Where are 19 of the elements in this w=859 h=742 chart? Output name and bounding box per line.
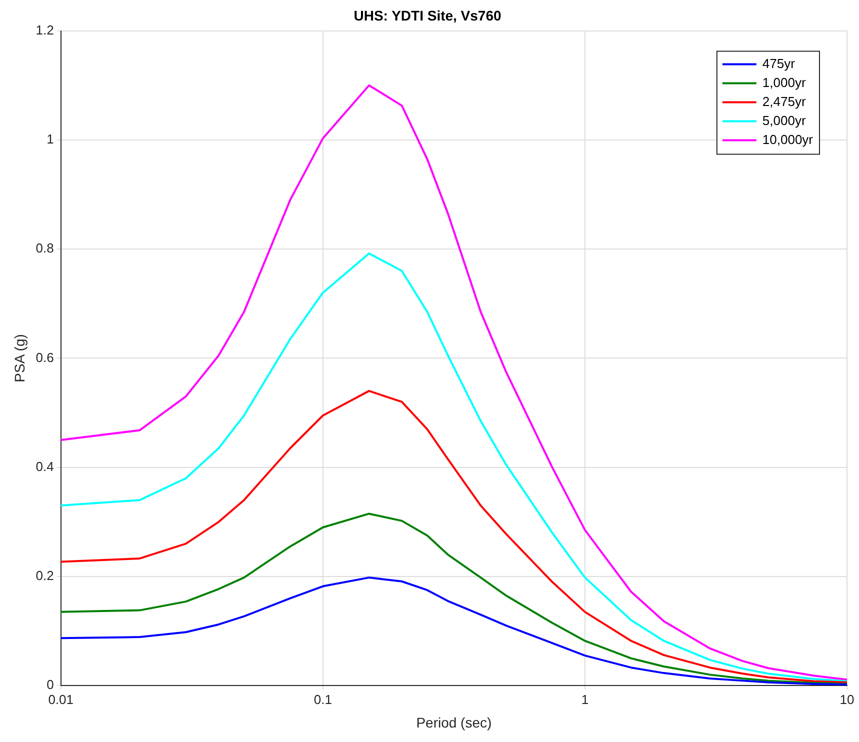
y-axis-title: PSA (g) <box>11 334 28 382</box>
y-tick-label: 0 <box>46 677 54 692</box>
chart-title: UHS: YDTI Site, Vs760 <box>354 7 502 24</box>
x-tick-label: 0.01 <box>48 692 74 707</box>
y-tick-label: 0.2 <box>36 568 54 584</box>
y-tick-label: 0.6 <box>36 350 54 365</box>
y-tick-label: 0.8 <box>36 240 54 256</box>
legend-label: 1,000yr <box>762 74 806 90</box>
x-tick-label: 1 <box>581 692 589 707</box>
legend-label: 10,000yr <box>762 132 814 147</box>
y-tick-label: 1.2 <box>36 22 54 38</box>
y-tick-label: 0.4 <box>36 458 54 474</box>
y-tick-label: 1 <box>46 132 54 147</box>
x-tick-label: 0.1 <box>314 692 332 707</box>
legend-label: 5,000yr <box>762 112 806 128</box>
legend-label: 475yr <box>762 56 796 71</box>
x-tick-label: 10 <box>840 692 854 707</box>
legend-label: 2,475yr <box>762 94 806 109</box>
x-axis-title: Period (sec) <box>416 714 492 730</box>
